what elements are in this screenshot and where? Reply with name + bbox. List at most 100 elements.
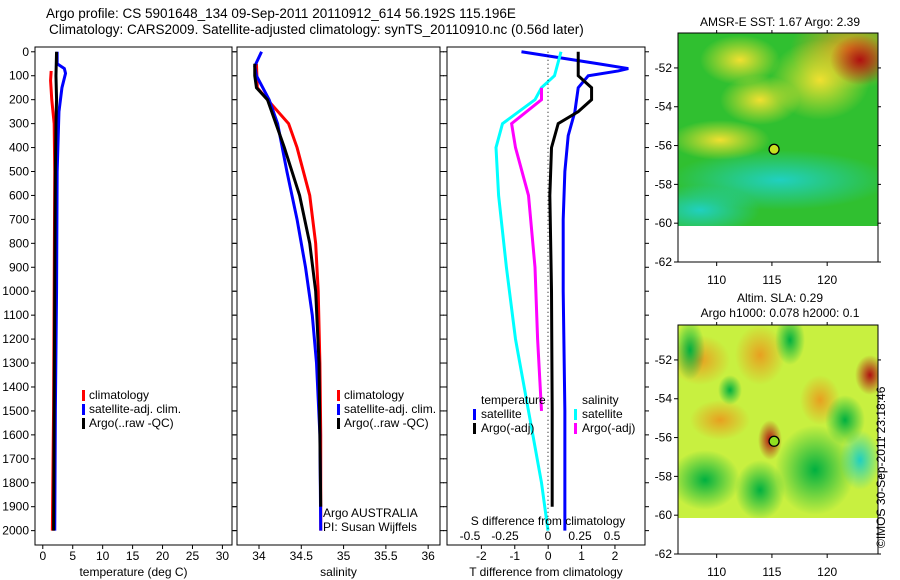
map-blob <box>678 325 705 380</box>
legend-label: satellite-adj. clim. <box>89 402 181 416</box>
argo-position-marker <box>768 435 780 447</box>
y-tick-label: 0 <box>22 45 29 59</box>
map-subtitle: Argo h1000: 0.078 h2000: 0.1 <box>701 306 860 320</box>
y-tick-label: 1900 <box>2 500 29 514</box>
x-tick-label: 25 <box>186 549 200 563</box>
legend-swatch <box>82 390 85 401</box>
y-tick-label: 800 <box>9 236 29 250</box>
map-frame <box>677 324 879 555</box>
y-tick-label: -58 <box>655 177 673 191</box>
legend-label: Argo(-adj) <box>582 421 635 435</box>
panel-temperature: 0100200300400500600700800900100011001200… <box>2 45 236 579</box>
map-blob <box>855 355 878 395</box>
y-tick-label: 500 <box>9 165 29 179</box>
x-tick-label: 1 <box>578 549 585 563</box>
x-tick-label: 115 <box>762 273 781 287</box>
y-tick-label: 1300 <box>2 356 29 370</box>
legend-swatch <box>337 390 340 401</box>
x-tick-label: 34.5 <box>290 549 314 563</box>
map-blob <box>700 35 780 85</box>
series-line-salinity-argo-adj- <box>509 87 543 412</box>
map-blob <box>775 325 805 365</box>
plot-frame <box>34 46 233 546</box>
series-line-temperature-argo-adj- <box>548 51 594 507</box>
map-sla_map: -52 -54 -56 -58 -60 -62 110 115 120 Altim. SLA: 0… <box>655 291 881 579</box>
x-axis-label: salinity <box>320 565 357 579</box>
x-tick-label: 10 <box>96 549 110 563</box>
x2-axis-label: S difference from climatology <box>471 514 626 528</box>
legend-swatch <box>473 409 476 420</box>
panel-difference: -2 -1 0 1 2 T difference from climatology <box>443 46 649 579</box>
x-tick-label: -2 <box>476 549 487 563</box>
x2-tick-label: 0.5 <box>604 529 621 543</box>
x-tick-label: 110 <box>707 565 726 579</box>
x-tick-label: 35.5 <box>374 549 398 563</box>
y-tick-label: 1400 <box>2 380 29 394</box>
y-tick-label: 900 <box>9 260 29 274</box>
map-blob <box>718 375 742 405</box>
legend-swatch <box>82 418 85 429</box>
legend-label: satellite <box>481 407 522 421</box>
legend-label: Argo(-adj) <box>481 421 534 435</box>
annotation-text: PI: Susan Wijffels <box>323 520 417 534</box>
x-tick-label: -1 <box>509 549 520 563</box>
y-tick-label: -52 <box>655 353 673 367</box>
panel-salinity: 34 34.5 35 35.5 36 salinity climatologysatelli… <box>233 46 444 579</box>
y-tick-label: 2000 <box>2 524 29 538</box>
x-tick-label: 0 <box>545 549 552 563</box>
map-blob <box>678 185 760 226</box>
map-blob <box>825 395 865 445</box>
map-blob <box>690 400 750 440</box>
legend-swatch <box>473 423 476 434</box>
y-tick-label: -56 <box>655 139 673 153</box>
map-blob <box>840 430 878 490</box>
map-blob <box>830 35 878 85</box>
map-sst_map: -52 -54 -56 -58 -60 -62 110 115 120 AMSR-E SST: 1… <box>655 15 881 287</box>
map-title: AMSR-E SST: 1.67 Argo: 2.39 <box>700 15 860 29</box>
y-tick-label: 100 <box>9 69 29 83</box>
y-tick-label: 1600 <box>2 428 29 442</box>
x-tick-label: 115 <box>762 565 781 579</box>
map-frame <box>677 32 879 263</box>
map-blob <box>775 425 855 515</box>
y-tick-label: 1500 <box>2 404 29 418</box>
y-tick-label: -54 <box>655 100 673 114</box>
x-tick-label: 34 <box>252 549 266 563</box>
x-axis-label: temperature (deg C) <box>79 565 187 579</box>
x2-tick-label: -0.5 <box>460 529 481 543</box>
y-tick-label: -62 <box>655 547 673 561</box>
map-blob <box>720 75 800 125</box>
x-tick-label: 2 <box>612 549 619 563</box>
legend-label: satellite-adj. clim. <box>344 402 436 416</box>
x-tick-label: 120 <box>817 273 837 287</box>
y-tick-label: -52 <box>655 61 673 75</box>
map-field <box>678 33 878 226</box>
y-tick-label: 1800 <box>2 476 29 490</box>
y-tick-label: 1200 <box>2 332 29 346</box>
legend-swatch <box>574 409 577 420</box>
y-tick-label: 1100 <box>3 308 29 322</box>
y-tick-label: -62 <box>655 255 673 269</box>
y-tick-label: 200 <box>9 93 29 107</box>
x-tick-label: 20 <box>156 549 170 563</box>
series-line-temperature-satellite <box>521 50 629 531</box>
map-blob <box>678 120 770 160</box>
y-tick-label: -54 <box>655 392 673 406</box>
map-blob <box>678 450 740 510</box>
x-tick-label: 36 <box>421 549 435 563</box>
argo-position-marker <box>768 143 780 155</box>
figure-title: Argo profile: CS 5901648_134 09-Sep-2011… <box>46 6 516 21</box>
x2-tick-label: 0.25 <box>568 529 592 543</box>
x-tick-label: 5 <box>69 549 76 563</box>
y-tick-label: 400 <box>9 141 29 155</box>
y-tick-label: -58 <box>655 469 673 483</box>
y-tick-label: -56 <box>655 431 673 445</box>
legend-label: satellite <box>582 407 623 421</box>
imos-credit: ©IMOS 30-Sep-2011 23:18:46 <box>874 386 888 548</box>
legend-label: climatology <box>89 388 149 402</box>
y-tick-label: 1000 <box>2 284 29 298</box>
y-tick-label: -60 <box>655 508 673 522</box>
legend-title: salinity <box>582 393 619 407</box>
y-tick-label: 1700 <box>2 452 29 466</box>
